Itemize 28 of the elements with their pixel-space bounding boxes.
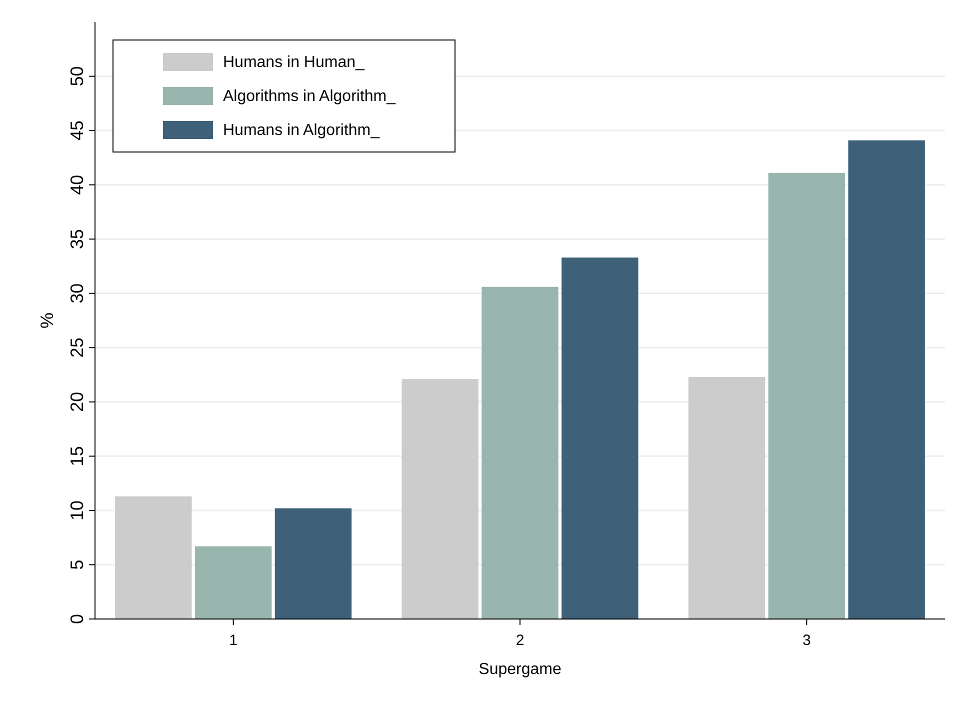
y-tick-label: 35 <box>67 229 87 250</box>
bar <box>194 546 272 619</box>
bar <box>562 258 638 619</box>
y-tick-label: 20 <box>67 392 87 412</box>
y-tick-label: 40 <box>67 174 87 195</box>
bar <box>482 286 558 619</box>
y-tick-label: 10 <box>67 500 87 520</box>
y-tick-label: 0 <box>67 614 87 624</box>
bar <box>274 508 352 619</box>
x-tick-label: 2 <box>516 632 524 649</box>
x-tick-label: 1 <box>229 632 238 649</box>
bar <box>848 140 925 619</box>
y-tick-label: 50 <box>67 66 87 86</box>
bar <box>115 496 192 619</box>
x-axis-title: Supergame <box>478 661 562 678</box>
bar <box>768 172 846 619</box>
y-tick-label: 25 <box>67 338 87 358</box>
legend-label: Humans in Algorithm_ <box>223 122 381 139</box>
x-tick-label: 3 <box>802 632 811 649</box>
y-tick-label: 15 <box>67 446 87 466</box>
bar <box>402 379 478 619</box>
y-tick-label: 45 <box>67 120 87 141</box>
legend-label: Algorithms in Algorithm_ <box>223 88 397 105</box>
bar <box>688 376 766 619</box>
legend-label: Humans in Human_ <box>223 54 366 71</box>
y-axis-title: % <box>37 312 57 329</box>
y-tick-label: 30 <box>67 283 87 304</box>
y-tick-label: 5 <box>67 560 87 570</box>
